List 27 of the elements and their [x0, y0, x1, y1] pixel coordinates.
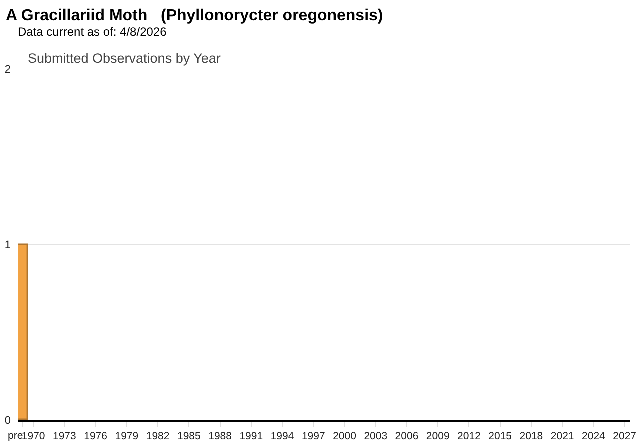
x-tick-label: 1982	[146, 430, 170, 442]
x-tick-label: 1985	[177, 430, 201, 442]
text: Submitted Observations by Year	[28, 51, 222, 66]
x-tick-label: pre	[8, 430, 24, 442]
x-tick-label: 2027	[613, 430, 637, 442]
y-tick-label: 2	[4, 64, 11, 76]
y-tick-label: 1	[4, 239, 11, 252]
x-tick-label: 2015	[488, 430, 512, 442]
x-tick-label: 1997	[302, 430, 326, 442]
x-tick-label: 2012	[458, 430, 482, 442]
x-tick-label: 2018	[520, 430, 544, 442]
x-tick-label: 1994	[270, 430, 294, 442]
x-tick-label: 1979	[115, 430, 139, 442]
x-tick-label: 1970	[22, 430, 46, 442]
x-tick-label: 2000	[333, 430, 357, 442]
chart-title: A Gracillariid Moth (Phyllonorycter oregonensis)	[6, 8, 384, 25]
x-tick-label: 1976	[84, 430, 108, 442]
x-tick-label: 2024	[582, 430, 606, 442]
x-tick-label: 2021	[550, 430, 574, 442]
x-tick-label: 2006	[395, 430, 419, 442]
x-tick-label: 1991	[240, 430, 264, 442]
x-tick-label: 1973	[53, 430, 77, 442]
chart-subtitle: Data current as of: 4/8/2026	[18, 25, 168, 39]
x-tick-label: 1988	[208, 430, 232, 442]
x-tick-label: 2009	[426, 430, 450, 442]
y-tick-label: 0	[4, 414, 11, 427]
x-tick-label: 2003	[364, 430, 388, 442]
